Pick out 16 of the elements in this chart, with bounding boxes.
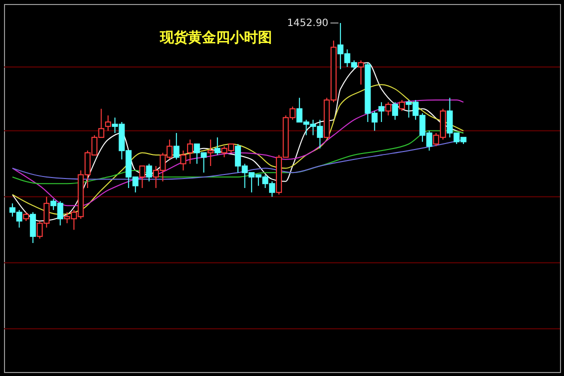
annotation: 1452.90 (287, 18, 328, 29)
candlestick (378, 102, 384, 122)
candlestick (30, 212, 36, 244)
candlestick (392, 102, 398, 120)
candlestick (105, 114, 112, 132)
candlestick (173, 132, 180, 160)
candlestick (180, 150, 186, 171)
candlestick (398, 100, 405, 112)
candlestick (139, 166, 146, 188)
text: 现货黄金四小时图 (159, 30, 272, 46)
candlestick (187, 139, 194, 164)
candlestick (146, 163, 152, 182)
candlestick (214, 136, 220, 156)
candlestick (385, 102, 392, 116)
candlestick (358, 60, 364, 86)
candlestick (208, 139, 214, 166)
